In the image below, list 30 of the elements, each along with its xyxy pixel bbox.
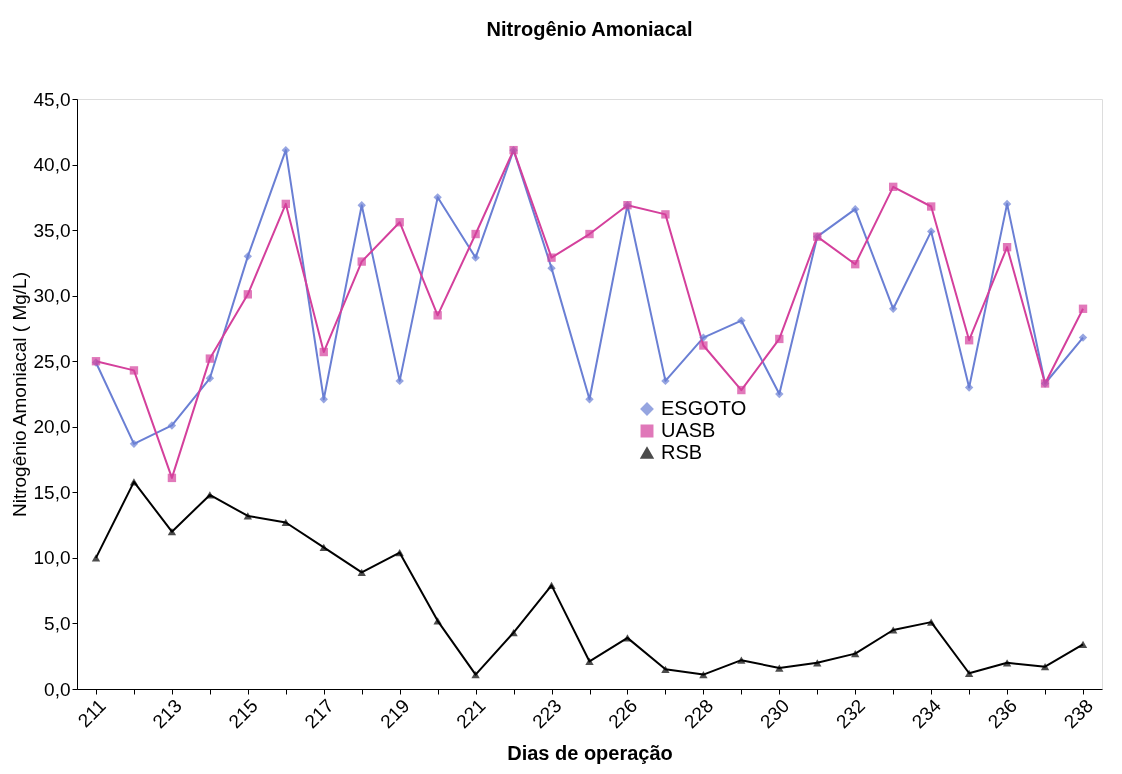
y-tick-label: 35,0 <box>33 219 71 241</box>
x-tick-label: 213 <box>148 695 186 733</box>
y-tick-label: 15,0 <box>33 481 71 503</box>
x-tick-label: 236 <box>983 695 1022 733</box>
y-tick-label: 0,0 <box>44 678 71 700</box>
legend-label: RSB <box>661 441 703 463</box>
chart-title: Nitrogênio Amoniacal <box>486 18 693 40</box>
x-tick-label: 226 <box>604 695 642 733</box>
x-tick-label: 230 <box>755 695 794 733</box>
legend-label: UASB <box>661 419 716 441</box>
y-tick-label: 5,0 <box>44 612 71 634</box>
y-tick-label: 25,0 <box>33 350 71 372</box>
x-tick-label: 234 <box>907 694 946 733</box>
y-tick-label: 10,0 <box>33 547 71 569</box>
y-tick-label: 30,0 <box>33 285 71 307</box>
x-tick-label: 215 <box>224 695 262 733</box>
y-tick-label: 40,0 <box>33 154 71 176</box>
legend-label: ESGOTO <box>661 397 747 419</box>
y-tick-label: 45,0 <box>33 88 71 110</box>
x-tick-label: 219 <box>376 695 414 733</box>
x-tick-label: 211 <box>73 695 110 732</box>
x-axis-title: Dias de operação <box>507 742 673 765</box>
x-tick-label: 217 <box>300 695 338 733</box>
x-tick-label: 238 <box>1059 695 1097 733</box>
x-tick-label: 232 <box>831 695 870 733</box>
x-tick-label: 221 <box>452 695 490 733</box>
x-tick-label: 223 <box>528 695 566 733</box>
x-tick-label: 228 <box>680 695 718 733</box>
y-axis-title: Nitrogênio Amoniacal ( Mg/L) <box>8 272 30 517</box>
y-tick-label: 20,0 <box>33 416 71 438</box>
